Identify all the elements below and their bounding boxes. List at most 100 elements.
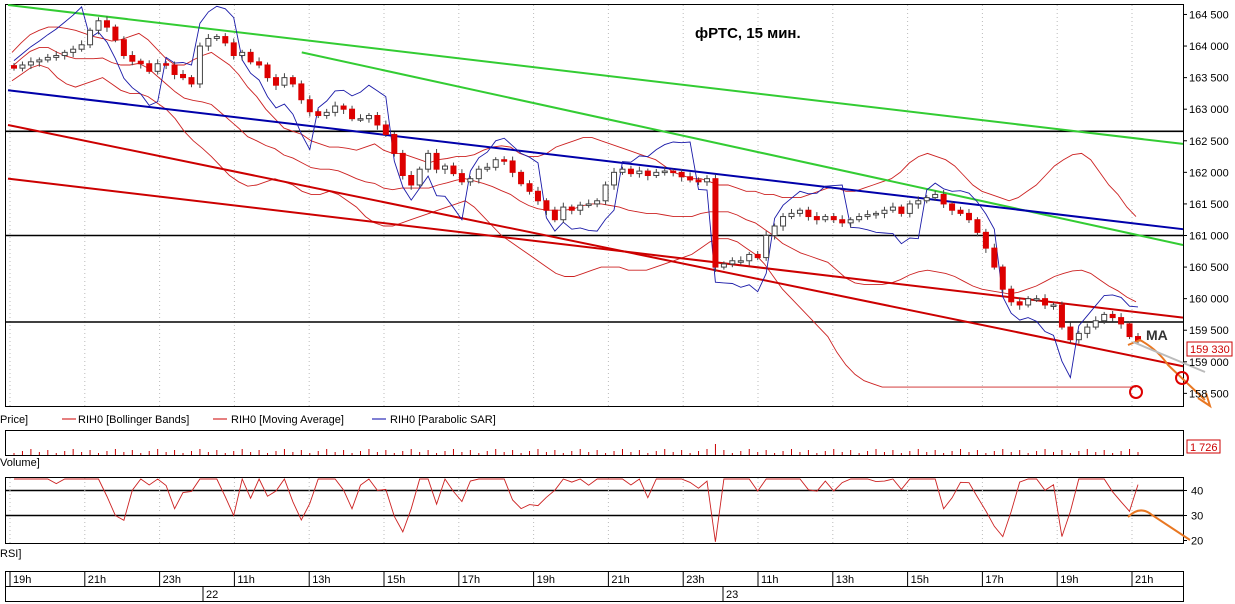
candle-body	[450, 165, 457, 175]
candle-body	[585, 203, 592, 206]
candle-body	[264, 64, 271, 79]
forecast-arrows	[1127, 338, 1212, 409]
chart-title: фРТС, 15 мин.	[695, 25, 801, 42]
candle-body	[839, 219, 846, 224]
bollinger-lower	[11, 64, 1136, 388]
candle-body	[1109, 313, 1116, 319]
candle-body	[712, 178, 719, 268]
candle-body	[408, 175, 415, 186]
price-tick-label: 164 500	[1189, 9, 1229, 21]
candle-body	[61, 51, 68, 57]
rsi-panel-label: RSI]	[0, 548, 21, 560]
candle-body	[551, 209, 558, 221]
candle-body	[298, 83, 305, 101]
candle-body	[670, 170, 677, 174]
candle-body	[247, 51, 254, 63]
time-label: 13h	[312, 574, 330, 586]
candle-body	[518, 171, 525, 185]
candle-body	[932, 193, 939, 199]
rsi-tick-label: 40	[1191, 486, 1203, 498]
time-label: 21h	[611, 574, 629, 586]
trendline	[7, 124, 1184, 368]
candle-body	[687, 176, 694, 181]
time-label: 21h	[1135, 574, 1153, 586]
candle-body	[763, 234, 770, 259]
candle-body	[543, 200, 550, 211]
candle-body	[999, 266, 1006, 290]
candle-body	[146, 63, 153, 72]
candle-body	[796, 209, 803, 214]
candle-body	[644, 170, 651, 177]
candle-body	[323, 111, 330, 117]
candle-body	[1084, 326, 1091, 334]
time-axis-labels: 19h 21h 23h 11h 13h 15h 17h 19h 21h 23h 11h 13h 15h 1…	[9, 571, 1153, 601]
candle-body	[1075, 332, 1082, 341]
candle-body	[36, 59, 43, 63]
candle-body	[703, 178, 710, 183]
candle-body	[881, 209, 888, 214]
candle-body	[940, 193, 947, 205]
candle-body	[560, 206, 567, 221]
candle-body	[399, 152, 406, 177]
parabolic-sar	[13, 5, 1139, 380]
candle-body	[661, 170, 668, 174]
candle-body	[898, 206, 905, 214]
forecast-arrowhead	[1197, 392, 1212, 409]
candle-body	[315, 111, 322, 117]
candle-body	[1118, 317, 1125, 325]
candle-body	[923, 197, 930, 202]
candle-body	[391, 133, 398, 154]
time-label: 19h	[537, 574, 555, 586]
candle-body	[112, 26, 119, 41]
rsi-tick-label: 20	[1191, 536, 1203, 548]
legend: Price] RIH0 [Bollinger Bands] RIH0 [Movi…	[0, 414, 496, 426]
candle-body	[729, 260, 736, 265]
candle-body	[1025, 298, 1032, 306]
candle-body	[805, 209, 812, 218]
candle-body	[1033, 298, 1040, 301]
candle-body	[577, 204, 584, 211]
price-tick-label: 159 500	[1189, 325, 1229, 337]
candle-body	[27, 61, 34, 66]
time-label: 15h	[911, 574, 929, 586]
candle-body	[906, 203, 913, 214]
trendline	[7, 177, 1184, 319]
candle-body	[129, 55, 136, 62]
candle-body	[526, 183, 533, 192]
price-tick-label: 163 000	[1189, 104, 1229, 116]
price-tick-label: 159 000	[1189, 357, 1229, 369]
candle-body	[433, 152, 440, 170]
candle-body	[982, 231, 989, 249]
candle-body	[822, 216, 829, 221]
candle-body	[1126, 323, 1133, 338]
target-circle	[1175, 371, 1189, 385]
candle-body	[425, 152, 432, 170]
time-label: 23h	[686, 574, 704, 586]
candle-body	[847, 219, 854, 224]
candle-body	[1101, 313, 1108, 322]
candle-body	[196, 45, 203, 85]
candle-body	[484, 166, 491, 170]
legend-item-bbands: RIH0 [Bollinger Bands]	[78, 414, 189, 426]
candle-body	[188, 77, 195, 85]
candle-body	[374, 115, 381, 126]
time-label: 13h	[836, 574, 854, 586]
candle-body	[1067, 326, 1074, 341]
candle-body	[949, 203, 956, 211]
volume-bars	[13, 444, 1139, 455]
candle-body	[889, 206, 896, 211]
candle-body	[991, 247, 998, 268]
candle-body	[458, 173, 465, 183]
candle-body	[965, 212, 972, 221]
candle-body	[222, 36, 229, 44]
candle-body	[780, 216, 787, 227]
volume-panel	[5, 430, 1184, 456]
candle-body	[332, 105, 339, 113]
time-label: 17h	[985, 574, 1003, 586]
candle-body	[272, 77, 279, 86]
candle-body	[619, 168, 626, 173]
trendline	[301, 51, 1184, 246]
candle-body	[382, 124, 389, 135]
date-label: 23	[726, 589, 738, 601]
